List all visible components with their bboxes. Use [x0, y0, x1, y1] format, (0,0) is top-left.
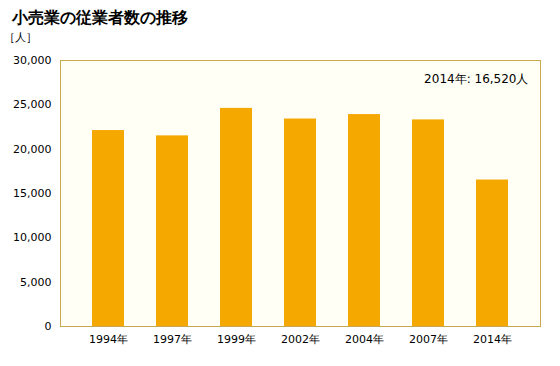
svg-text:1997年: 1997年 [153, 333, 192, 346]
svg-text:0: 0 [45, 320, 52, 333]
svg-text:1999年: 1999年 [217, 333, 256, 346]
svg-text:20,000: 20,000 [13, 143, 52, 156]
svg-text:10,000: 10,000 [13, 231, 52, 244]
svg-text:15,000: 15,000 [13, 187, 52, 200]
svg-text:5,000: 5,000 [20, 276, 52, 289]
svg-text:30,000: 30,000 [13, 54, 52, 67]
svg-text:2014年: 2014年 [473, 333, 512, 346]
svg-text:2007年: 2007年 [409, 333, 448, 346]
svg-text:2004年: 2004年 [345, 333, 384, 346]
svg-text:25,000: 25,000 [13, 98, 52, 111]
svg-text:1994年: 1994年 [89, 333, 128, 346]
svg-text:［人］: ［人］ [4, 31, 37, 44]
svg-text:2014年: 16,520人: 2014年: 16,520人 [424, 72, 528, 86]
html-text:小売業の従業者数の推移: 小売業の従業者数の推移 [12, 8, 188, 27]
svg-text:2002年: 2002年 [281, 333, 320, 346]
